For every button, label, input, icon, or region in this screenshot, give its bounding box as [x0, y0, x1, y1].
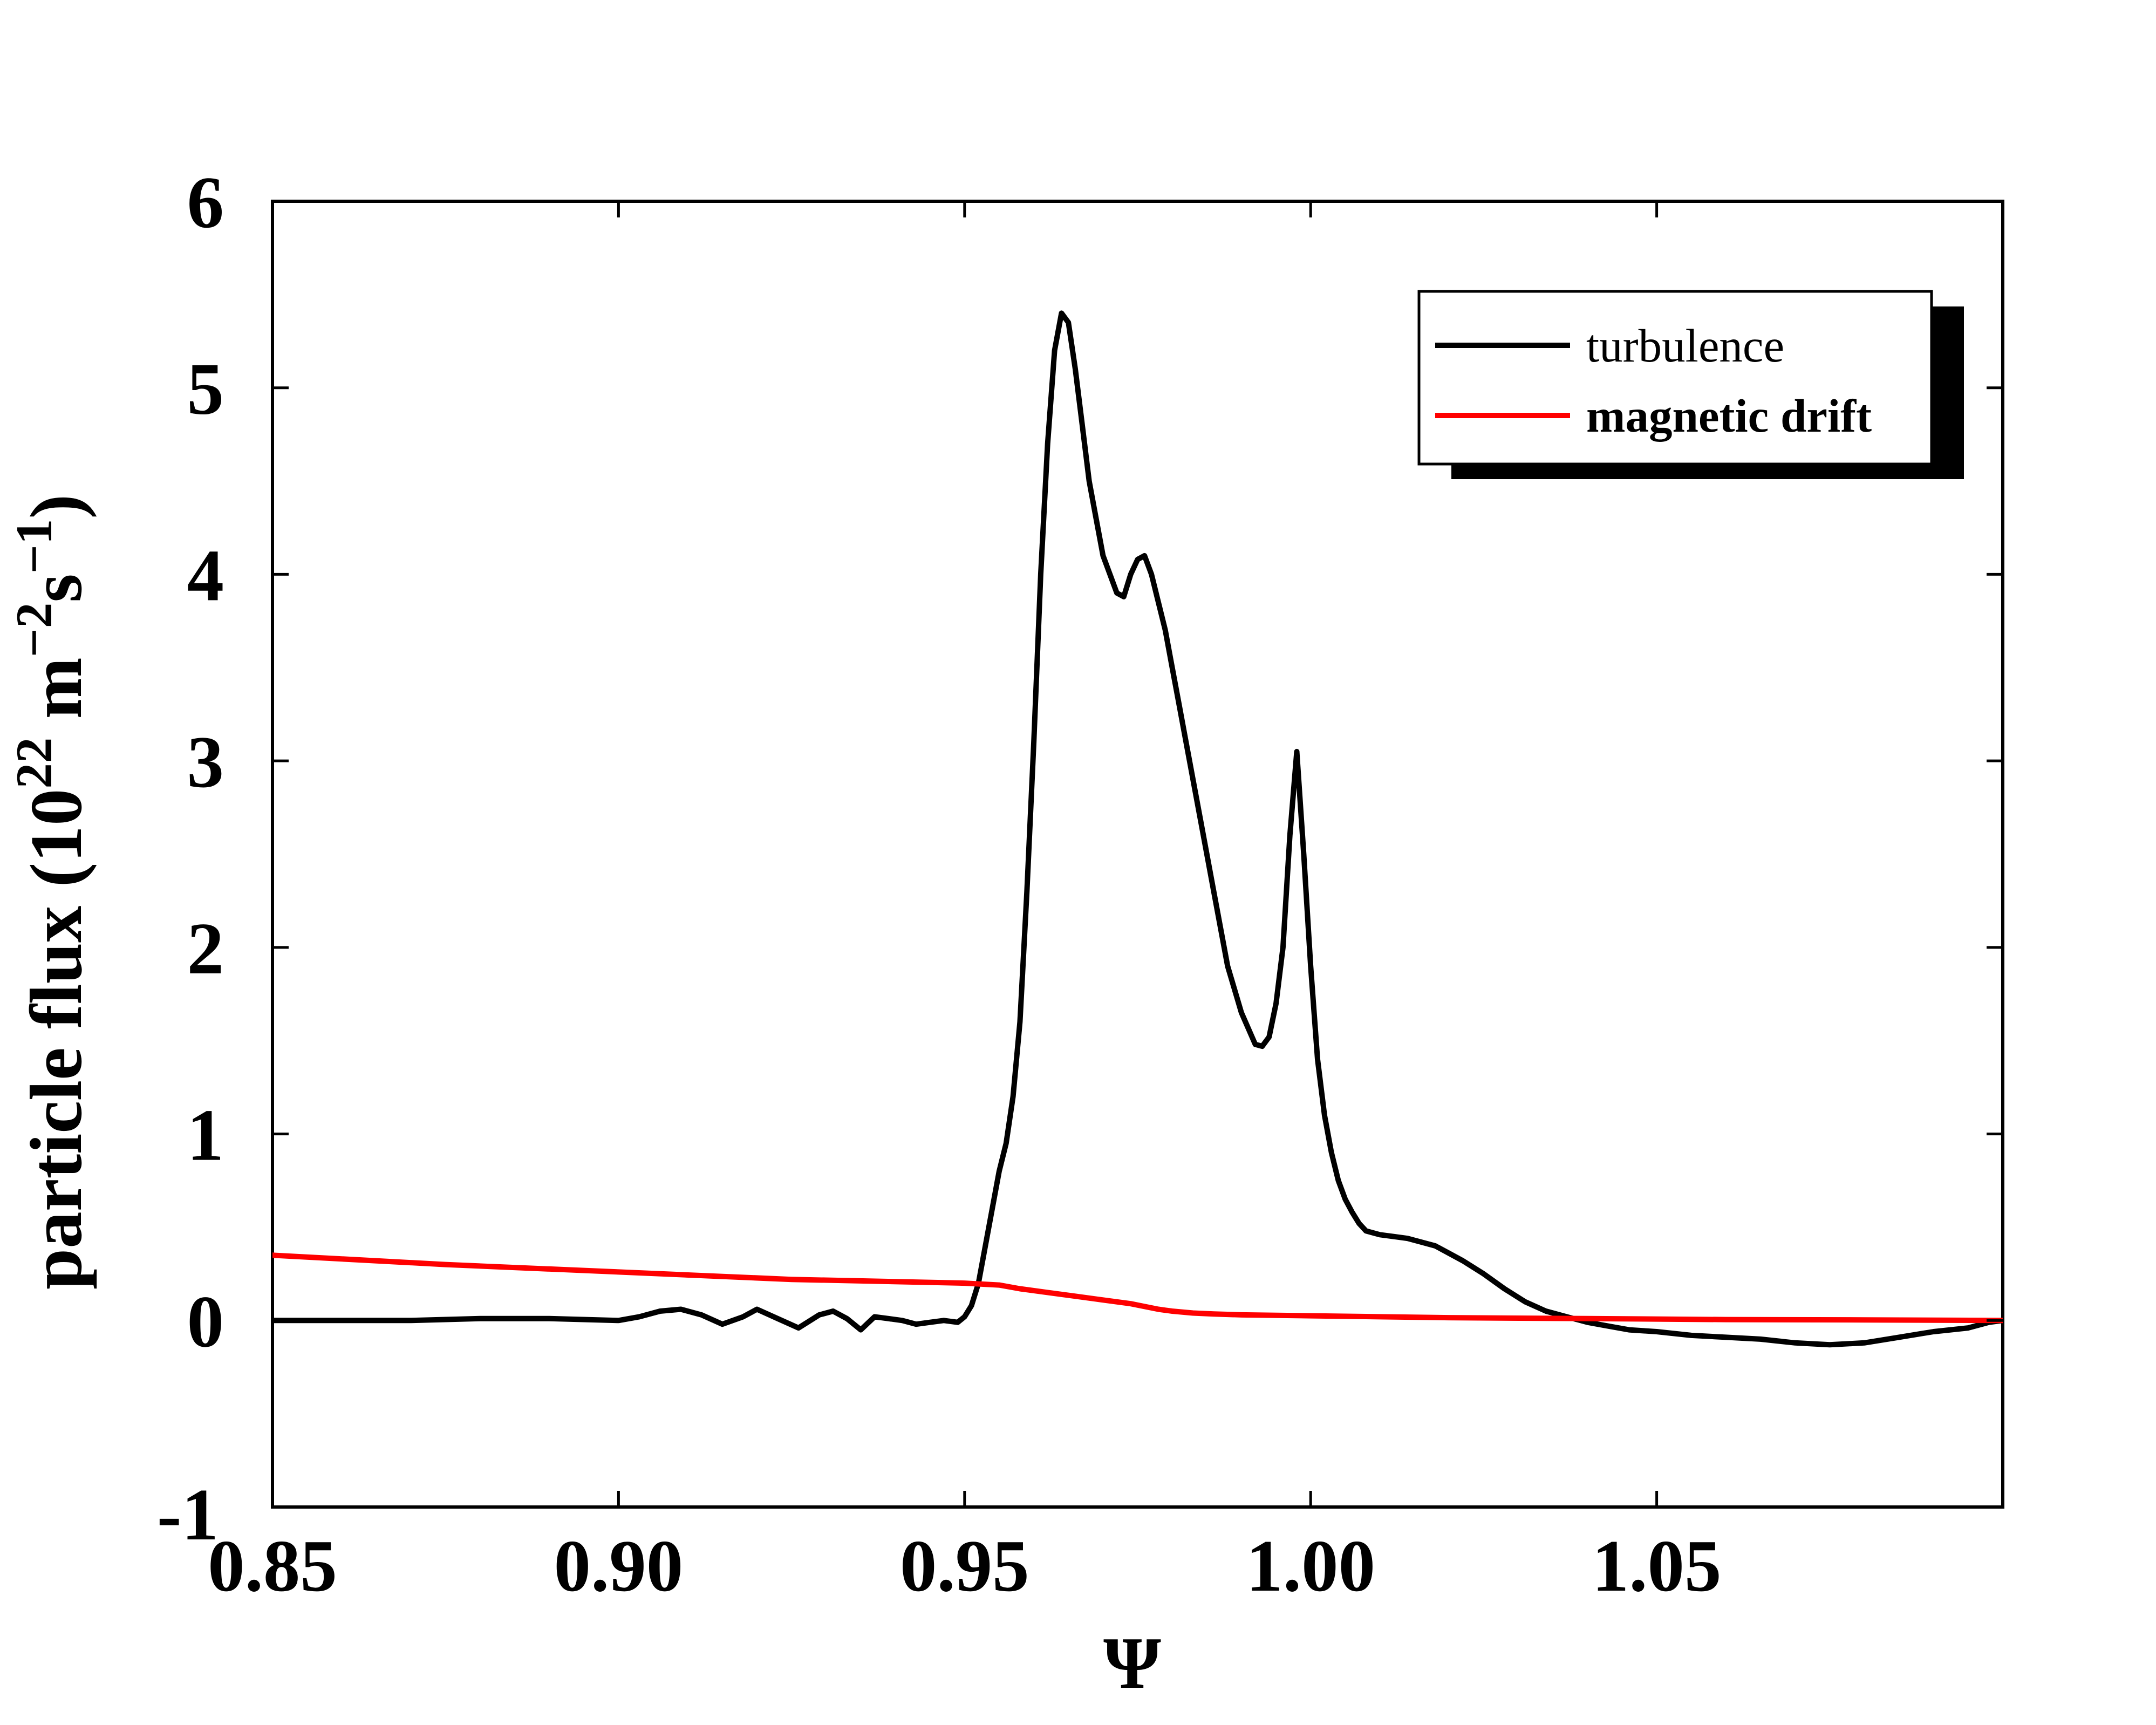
legend: turbulence magnetic drift — [1417, 290, 1964, 479]
plot-frame — [271, 200, 2004, 1509]
y-axis-label-unit-s: s — [15, 574, 97, 602]
legend-box — [1417, 290, 1933, 466]
y-axis-label-exponent-2: −2 — [5, 603, 63, 658]
y-axis-label-main: particle flux (10 — [15, 789, 97, 1290]
x-tick-label: 1.00 — [1246, 1525, 1375, 1607]
y-tick-label: 6 — [187, 161, 224, 243]
x-tick-labels: 0.85 0.90 0.95 1.00 1.05 — [208, 1525, 1721, 1607]
y-tick-labels: -1 0 1 2 3 4 5 6 — [157, 161, 224, 1556]
y-axis-label-exponent-1: 22 — [5, 738, 63, 789]
series-group — [272, 310, 2003, 1348]
y-axis-label-close: ) — [15, 494, 97, 519]
legend-label-magnetic-drift: magnetic drift — [1586, 390, 1872, 442]
y-tick-label: 1 — [187, 1094, 224, 1176]
y-tick-label: -1 — [157, 1474, 219, 1556]
x-tick-label: 1.05 — [1592, 1525, 1722, 1607]
y-axis-label-exponent-3: −1 — [5, 519, 63, 574]
series-line-magnetic-drift — [272, 1252, 2003, 1324]
y-tick-label: 5 — [187, 348, 224, 430]
axis-ticks — [271, 200, 2003, 1509]
x-tick-label: 0.85 — [208, 1525, 337, 1607]
x-tick-label: 0.90 — [554, 1525, 684, 1607]
y-tick-label: 3 — [187, 721, 224, 803]
plot-area — [271, 200, 2004, 1509]
series-line-turbulence — [272, 310, 2003, 1348]
y-axis-label-unit-m: m — [15, 657, 97, 737]
x-axis-label: Ψ — [1103, 1622, 1161, 1704]
y-tick-label: 2 — [187, 908, 224, 990]
x-tick-label: 0.95 — [900, 1525, 1029, 1607]
legend-label-turbulence: turbulence — [1586, 319, 1784, 372]
y-tick-label: 0 — [187, 1280, 224, 1362]
y-tick-label: 4 — [187, 534, 224, 616]
y-axis-label: particle flux (1022 m−2s−1) — [5, 494, 97, 1290]
